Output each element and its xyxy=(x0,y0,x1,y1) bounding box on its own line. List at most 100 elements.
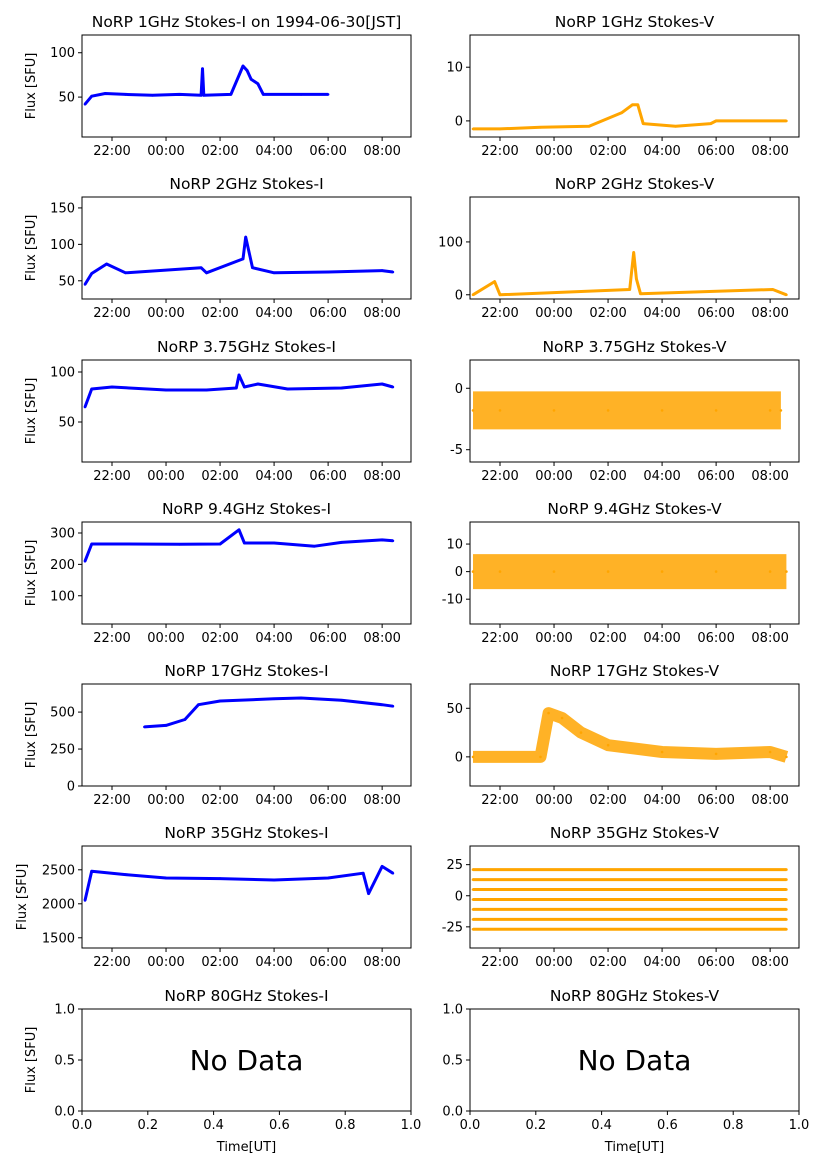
x-tick-label: 00:00 xyxy=(147,144,184,159)
x-tick-label: 06:00 xyxy=(309,306,346,321)
data-point xyxy=(197,703,200,706)
chart-title: NoRP 9.4GHz Stokes-V xyxy=(547,500,722,518)
data-point xyxy=(636,103,640,107)
y-tick-label: 2500 xyxy=(42,863,75,878)
data-point xyxy=(164,876,168,880)
plot-frame xyxy=(81,521,412,625)
x-tick-label: 0.4 xyxy=(203,1118,224,1133)
y-tick-label: 150 xyxy=(50,201,75,216)
data-point xyxy=(205,388,208,392)
x-tick-label: 0.0 xyxy=(460,1118,481,1133)
data-point xyxy=(244,235,247,239)
data-point xyxy=(178,93,181,96)
y-tick-label: 100 xyxy=(50,46,75,61)
chart-title: NoRP 3.75GHz Stokes-V xyxy=(542,338,726,356)
y-tick-label: 50 xyxy=(58,91,75,106)
data-series-line xyxy=(144,696,394,729)
plot-frame xyxy=(81,34,412,138)
x-tick-label: 04:00 xyxy=(643,306,680,321)
data-series-line xyxy=(473,103,787,131)
x-tick-label: 0.4 xyxy=(591,1118,612,1133)
y-tick-label: 0 xyxy=(455,382,463,397)
x-tick-label: 08:00 xyxy=(751,144,788,159)
data-point xyxy=(639,292,642,296)
data-point xyxy=(552,409,556,412)
x-tick-label: 00:00 xyxy=(147,306,184,321)
data-point xyxy=(785,868,788,871)
plot-frame xyxy=(81,359,412,463)
y-tick-label: 0.5 xyxy=(442,1054,463,1069)
x-tick-label: 22:00 xyxy=(481,144,518,159)
y-tick-label: 0.5 xyxy=(54,1054,75,1069)
y-tick-label: 100 xyxy=(438,235,463,250)
data-point xyxy=(83,559,87,563)
x-tick-label: 02:00 xyxy=(589,144,626,159)
x-tick-label: 0.6 xyxy=(269,1118,290,1133)
data-point xyxy=(660,750,664,754)
x-axis-label: Time[UT] xyxy=(216,1140,276,1155)
data-point xyxy=(471,918,475,921)
x-tick-label: 00:00 xyxy=(535,469,572,484)
x-tick-label: 06:00 xyxy=(309,144,346,159)
data-series-line xyxy=(83,528,394,562)
y-tick-label: 0 xyxy=(455,288,463,303)
y-tick-label: -10 xyxy=(442,593,463,608)
chart-title: NoRP 17GHz Stokes-V xyxy=(550,662,720,680)
data-point xyxy=(587,125,591,128)
y-tick-label: 100 xyxy=(50,366,75,381)
data-point xyxy=(249,78,253,81)
chart-panel: NoRP 35GHz Stokes-V 22:00 00:00 02:00 04:00 0… xyxy=(442,824,800,970)
x-tick-label: 04:00 xyxy=(255,306,292,321)
data-point xyxy=(340,386,343,390)
y-axis-label: Flux [SFU] xyxy=(24,53,39,120)
data-point xyxy=(498,570,502,573)
chart-title: NoRP 80GHz Stokes-V xyxy=(550,987,720,1005)
data-series-line xyxy=(83,64,329,106)
x-tick-label: 06:00 xyxy=(309,469,346,484)
data-point xyxy=(83,102,87,106)
data-point xyxy=(218,542,222,546)
y-tick-label: 0 xyxy=(455,889,463,904)
data-point xyxy=(380,703,384,706)
chart-panel: NoRP 35GHz Stokes-I 22:00 00:00 02:00 04:00 0… xyxy=(15,824,412,970)
data-series-line xyxy=(473,707,789,763)
data-series-line xyxy=(83,373,394,408)
x-tick-label: 22:00 xyxy=(93,631,130,646)
data-point xyxy=(272,878,276,882)
data-point xyxy=(471,868,475,871)
x-tick-label: 06:00 xyxy=(697,306,734,321)
data-point xyxy=(83,405,87,409)
chart-title: NoRP 2GHz Stokes-V xyxy=(555,175,715,193)
data-point xyxy=(229,93,233,96)
data-point xyxy=(245,69,249,72)
data-point xyxy=(628,288,631,291)
data-point xyxy=(391,385,395,389)
data-point xyxy=(83,283,87,286)
data-point xyxy=(326,93,330,96)
data-point xyxy=(606,743,610,747)
data-point xyxy=(361,871,365,875)
y-tick-label: 50 xyxy=(446,702,463,717)
data-point xyxy=(205,271,208,275)
data-series-line xyxy=(83,864,394,901)
data-point xyxy=(391,539,395,543)
x-tick-label: 08:00 xyxy=(363,306,400,321)
data-point xyxy=(243,541,246,545)
y-axis-label: Flux [SFU] xyxy=(24,1027,39,1094)
x-tick-label: 04:00 xyxy=(643,631,680,646)
x-tick-label: 1.0 xyxy=(789,1118,810,1133)
chart-title: NoRP 17GHz Stokes-I xyxy=(164,662,328,680)
data-point xyxy=(471,898,475,901)
data-point xyxy=(201,67,204,70)
data-point xyxy=(771,288,775,291)
data-point xyxy=(471,888,475,891)
plot-frame xyxy=(469,521,800,625)
x-tick-label: 06:00 xyxy=(697,469,734,484)
data-point xyxy=(768,409,772,412)
data-point xyxy=(709,122,712,125)
x-tick-label: 00:00 xyxy=(147,631,184,646)
data-point xyxy=(241,64,245,68)
data-point xyxy=(471,928,475,931)
data-point xyxy=(367,892,370,895)
data-point xyxy=(768,750,772,754)
